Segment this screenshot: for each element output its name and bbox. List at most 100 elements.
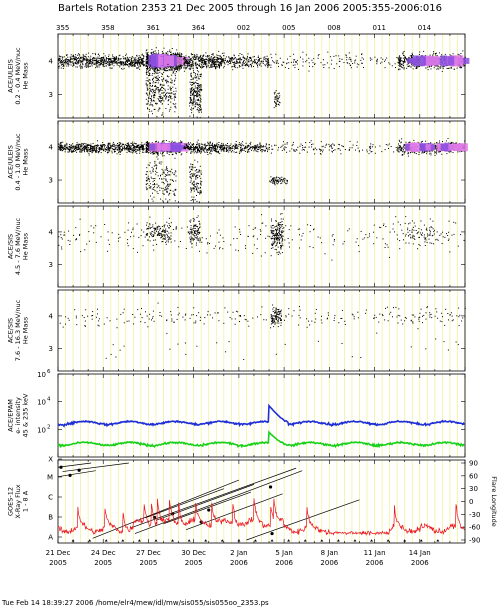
data-point [162, 80, 163, 82]
data-point [408, 57, 410, 59]
data-point [70, 145, 72, 147]
data-point [206, 66, 207, 68]
data-point [163, 84, 165, 86]
data-point [118, 62, 120, 64]
data-point [130, 145, 132, 147]
data-point [212, 66, 213, 68]
scatter-cluster [145, 47, 189, 75]
data-point [196, 73, 198, 75]
data-point [180, 140, 181, 142]
data-point [148, 96, 150, 98]
data-point [442, 66, 444, 68]
data-point [257, 59, 259, 61]
data-point [198, 94, 200, 95]
data-point [161, 153, 163, 155]
data-point [224, 57, 226, 59]
data-point [200, 54, 202, 56]
data-point [130, 62, 132, 64]
data-point [115, 148, 117, 150]
data-point [169, 87, 171, 89]
data-point [157, 82, 159, 84]
data-point [66, 144, 68, 146]
data-point [137, 144, 139, 146]
data-point [73, 59, 75, 61]
data-point [147, 147, 149, 149]
data-point [169, 151, 171, 153]
data-point [83, 149, 85, 151]
data-point [116, 64, 118, 66]
data-point [205, 61, 207, 62]
scatter-cluster [397, 50, 470, 72]
data-point [157, 98, 159, 100]
data-point [173, 97, 175, 99]
data-point [266, 63, 268, 65]
data-point [331, 59, 333, 61]
data-point [137, 64, 139, 66]
data-point [95, 59, 97, 61]
data-point [418, 66, 420, 67]
data-point [134, 151, 136, 153]
data-point [200, 73, 202, 75]
data-point [62, 60, 64, 62]
data-point [204, 62, 205, 64]
data-point [105, 57, 107, 59]
data-point [178, 64, 180, 66]
data-point [239, 61, 241, 63]
data-point [159, 84, 161, 86]
data-point [92, 60, 93, 62]
data-point [195, 102, 197, 104]
data-point [88, 149, 90, 151]
data-point [339, 58, 341, 60]
data-point [76, 142, 78, 144]
data-point [151, 110, 153, 112]
data-point [83, 59, 85, 61]
data-point [264, 56, 266, 58]
data-point [147, 142, 148, 144]
data-point [212, 60, 214, 62]
data-point [370, 57, 371, 59]
data-point [116, 60, 118, 62]
data-point [181, 141, 183, 143]
data-point [152, 68, 154, 70]
data-point [338, 55, 340, 57]
data-point [212, 54, 214, 56]
data-point [208, 61, 210, 63]
data-point [234, 64, 236, 66]
data-point [231, 60, 233, 62]
data-point [155, 92, 156, 94]
data-point [200, 57, 202, 59]
data-point [67, 63, 69, 65]
data-point [261, 60, 263, 62]
data-point [140, 57, 142, 59]
data-point [150, 104, 152, 106]
data-point [234, 67, 236, 69]
data-point [75, 147, 77, 149]
data-point [107, 145, 109, 147]
data-point [65, 59, 67, 61]
data-point [254, 60, 256, 62]
data-point [184, 57, 186, 59]
data-point [216, 65, 218, 67]
data-point [142, 58, 144, 60]
data-point [73, 149, 75, 150]
data-point [168, 68, 170, 70]
data-point [207, 55, 208, 57]
data-point [311, 59, 313, 61]
data-point [162, 86, 163, 88]
data-point [312, 66, 314, 68]
data-point [205, 65, 207, 67]
data-point [167, 151, 168, 153]
data-point [151, 152, 153, 154]
data-point [157, 78, 159, 80]
data-point [174, 111, 176, 113]
data-point [193, 54, 195, 56]
data-point [265, 60, 267, 62]
data-point [199, 59, 201, 61]
data-point [246, 59, 248, 61]
data-point [128, 148, 129, 150]
data-point [257, 65, 258, 66]
data-point [149, 79, 151, 81]
data-point [145, 56, 147, 58]
data-point [210, 64, 212, 65]
data-point [218, 64, 220, 66]
